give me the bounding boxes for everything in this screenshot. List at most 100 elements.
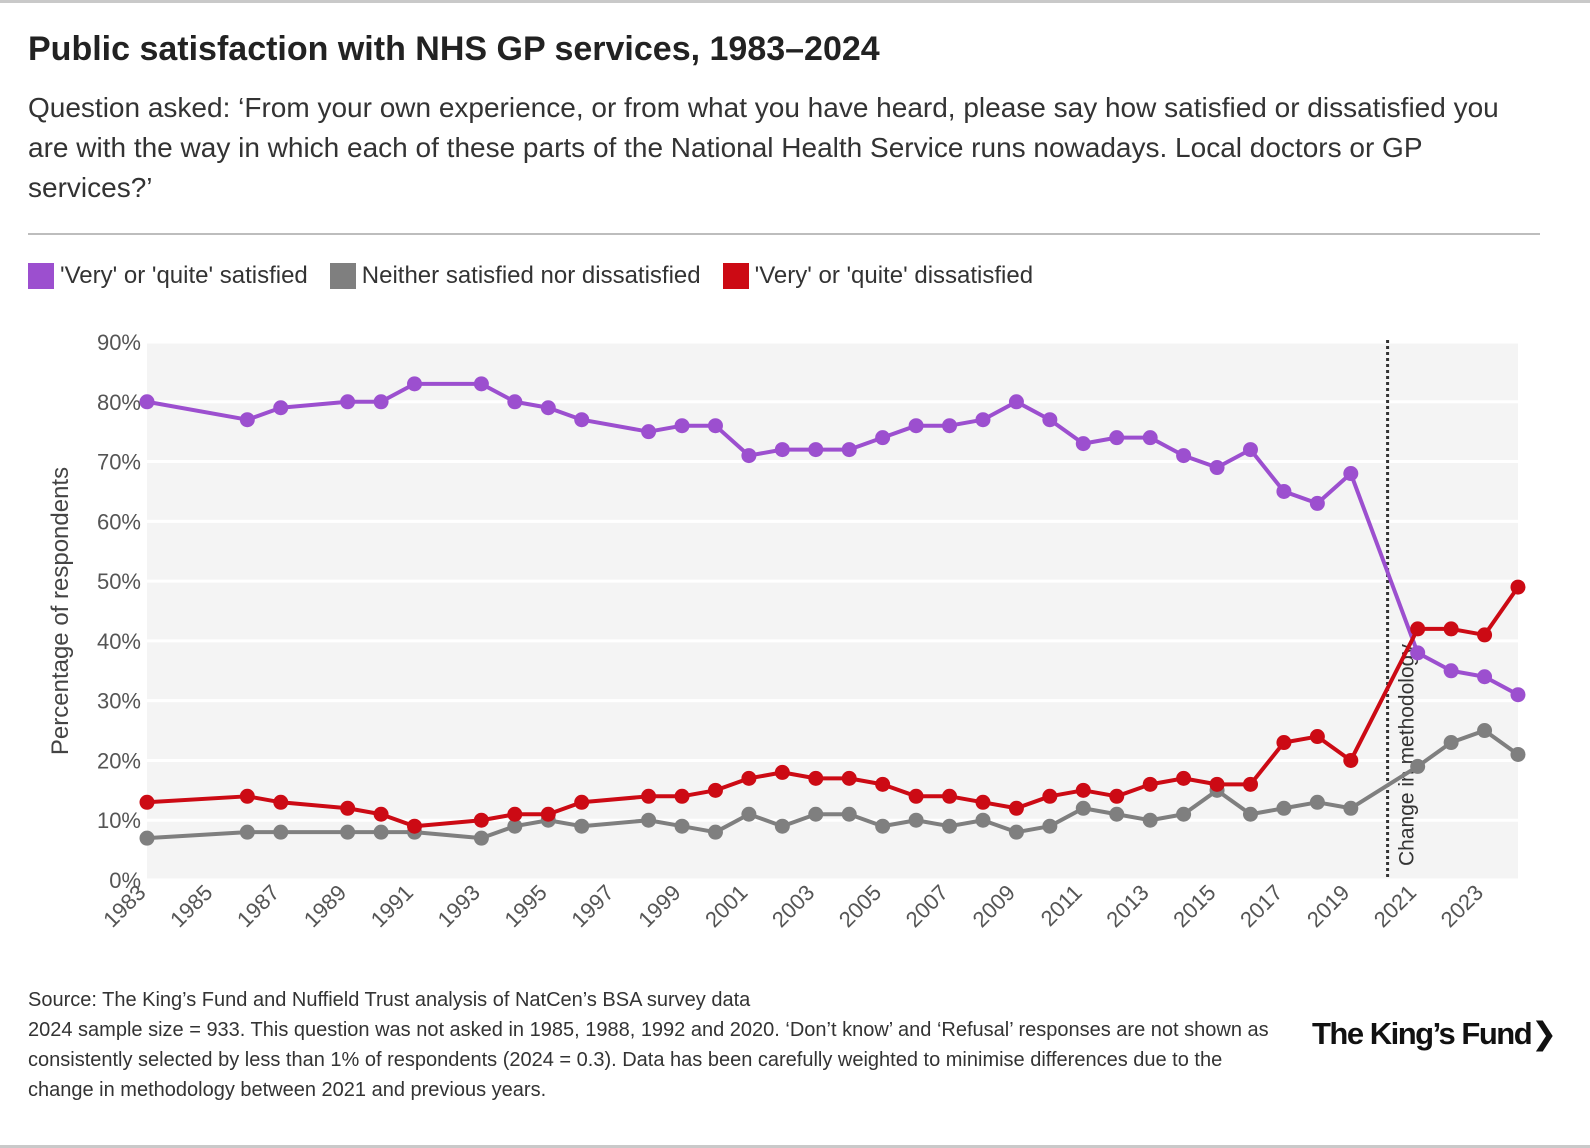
y-tick-label: 0%	[109, 868, 141, 893]
data-point-dissatisfied	[139, 794, 155, 810]
legend-item-neither[interactable]: Neither satisfied nor dissatisfied	[329, 262, 701, 290]
data-point-satisfied	[340, 394, 356, 410]
data-point-neither	[574, 818, 590, 834]
data-point-dissatisfied	[1209, 776, 1225, 792]
data-point-neither	[1477, 723, 1493, 739]
top-border	[0, 0, 1590, 3]
y-tick-label: 80%	[97, 390, 141, 415]
data-point-satisfied	[273, 400, 289, 416]
data-point-dissatisfied	[407, 818, 423, 834]
data-point-satisfied	[1276, 483, 1292, 499]
data-point-satisfied	[1343, 466, 1359, 482]
x-tick-label: 2009	[968, 880, 1020, 932]
data-point-dissatisfied	[1410, 621, 1426, 637]
data-point-satisfied	[975, 412, 991, 428]
data-point-dissatisfied	[1075, 782, 1091, 798]
data-point-satisfied	[407, 376, 423, 392]
data-point-satisfied	[373, 394, 389, 410]
data-point-neither	[139, 830, 155, 846]
methodology-note: 2024 sample size = 933. This question wa…	[28, 1019, 1269, 1101]
x-tick-label: 2007	[901, 880, 953, 932]
data-point-dissatisfied	[1343, 752, 1359, 768]
data-point-neither	[1443, 735, 1459, 751]
y-tick-label: 30%	[97, 689, 141, 714]
data-point-neither	[908, 812, 924, 828]
data-point-neither	[1008, 824, 1024, 840]
data-point-dissatisfied	[908, 788, 924, 804]
data-point-neither	[1075, 800, 1091, 816]
data-point-dissatisfied	[741, 770, 757, 786]
data-point-dissatisfied	[975, 794, 991, 810]
x-tick-label: 1989	[299, 880, 351, 932]
data-point-dissatisfied	[1443, 621, 1459, 637]
legend-item-dissatisfied[interactable]: 'Very' or 'quite' dissatisfied	[722, 262, 1034, 290]
y-tick-label: 10%	[97, 808, 141, 833]
data-point-neither	[1276, 800, 1292, 816]
y-tick-label: 40%	[97, 629, 141, 654]
legend-swatch-neither	[329, 263, 356, 289]
y-tick-label: 60%	[97, 509, 141, 534]
data-point-dissatisfied	[1510, 579, 1526, 595]
data-point-neither	[1109, 806, 1125, 822]
data-point-neither	[1410, 758, 1426, 774]
data-point-neither	[373, 824, 389, 840]
data-point-dissatisfied	[774, 764, 790, 780]
data-point-satisfied	[841, 442, 857, 458]
data-point-neither	[841, 806, 857, 822]
data-point-satisfied	[1477, 669, 1493, 685]
x-tick-label: 1995	[500, 880, 552, 932]
y-tick-label: 20%	[97, 748, 141, 773]
kings-fund-logo[interactable]: The King’s Fund❯	[1312, 1016, 1557, 1051]
data-point-satisfied	[1075, 436, 1091, 452]
data-point-neither	[1042, 818, 1058, 834]
bottom-border	[0, 1145, 1590, 1148]
line-chart: 0% 10% 20% 30% 40% 50% 60% 70% 80% 90% 1983 1985 198…	[47, 330, 1526, 932]
plot-background	[147, 342, 1518, 880]
methodology-annotation: Change in methodology	[1396, 644, 1419, 866]
x-tick-label: 2011	[1036, 880, 1087, 931]
data-point-neither	[875, 818, 891, 834]
data-point-satisfied	[875, 430, 891, 446]
data-point-satisfied	[1209, 460, 1225, 476]
x-tick-label: 1999	[633, 880, 685, 932]
data-point-dissatisfied	[674, 788, 690, 804]
x-tick-label: 1987	[232, 880, 284, 932]
footer: Source: The King’s Fund and Nuffield Tru…	[28, 985, 1288, 1105]
data-point-dissatisfied	[1309, 729, 1325, 745]
data-point-neither	[507, 818, 523, 834]
data-point-neither	[774, 818, 790, 834]
data-point-dissatisfied	[1042, 788, 1058, 804]
legend-item-satisfied[interactable]: 'Very' or 'quite' satisfied	[28, 262, 308, 290]
data-point-satisfied	[1109, 430, 1125, 446]
data-point-neither	[1142, 812, 1158, 828]
data-point-neither	[741, 806, 757, 822]
data-point-neither	[808, 806, 824, 822]
data-point-dissatisfied	[1477, 627, 1493, 643]
x-tick-label: 1997	[566, 880, 618, 932]
data-point-dissatisfied	[1008, 800, 1024, 816]
data-point-dissatisfied	[373, 806, 389, 822]
data-point-neither	[975, 812, 991, 828]
chart-title: Public satisfaction with NHS GP services…	[28, 30, 880, 68]
data-point-satisfied	[1242, 442, 1258, 458]
legend-label-dissatisfied: 'Very' or 'quite' dissatisfied	[754, 262, 1034, 289]
source-note: Source: The King’s Fund and Nuffield Tru…	[28, 989, 751, 1011]
legend-label-neither: Neither satisfied nor dissatisfied	[361, 262, 701, 289]
data-point-satisfied	[239, 412, 255, 428]
data-point-neither	[1343, 800, 1359, 816]
data-point-dissatisfied	[473, 812, 489, 828]
legend-swatch-satisfied	[28, 263, 54, 289]
data-point-satisfied	[1309, 495, 1325, 511]
data-point-dissatisfied	[1142, 776, 1158, 792]
data-point-dissatisfied	[507, 806, 523, 822]
data-point-satisfied	[741, 448, 757, 464]
data-point-dissatisfied	[273, 794, 289, 810]
divider	[28, 233, 1540, 235]
legend: 'Very' or 'quite' satisfied Neither sati…	[28, 262, 1055, 290]
x-tick-label: 2001	[700, 880, 752, 932]
data-point-dissatisfied	[942, 788, 958, 804]
data-point-neither	[340, 824, 356, 840]
data-point-satisfied	[1443, 663, 1459, 679]
x-tick-label: 2023	[1436, 880, 1488, 932]
data-point-satisfied	[540, 400, 556, 416]
